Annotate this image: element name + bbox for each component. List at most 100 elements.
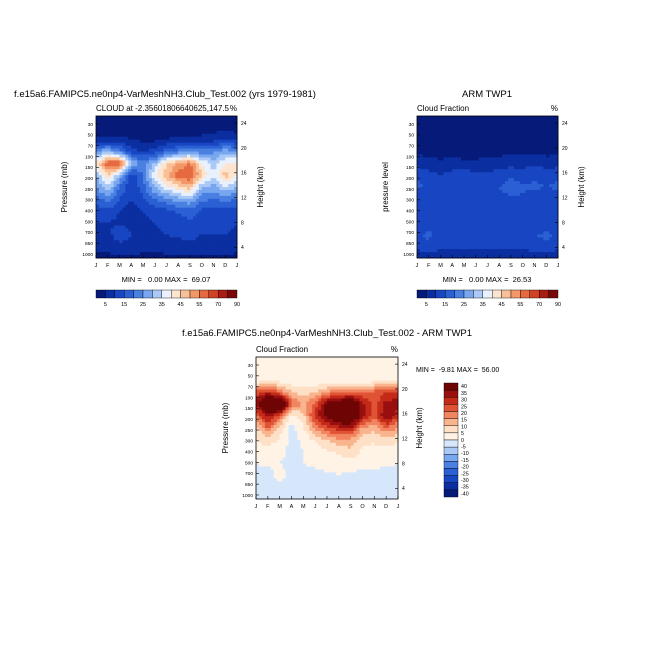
heatmap-cell: [104, 240, 109, 244]
heatmap-cell: [472, 121, 477, 126]
heatmap-cell: [210, 189, 214, 194]
heatmap-cell: [134, 228, 138, 232]
heatmap-cell: [119, 225, 123, 229]
heatmap-cell: [148, 228, 153, 232]
heatmap-cell: [338, 359, 343, 364]
heatmap-cell: [446, 210, 450, 215]
heatmap-cell: [213, 169, 217, 173]
heatmap-cell: [505, 130, 509, 135]
heatmap-cell: [192, 213, 197, 217]
heatmap-cell: [154, 255, 159, 259]
heatmap-cell: [210, 142, 214, 146]
heatmap-cell: [446, 234, 450, 238]
heatmap-cell: [192, 142, 197, 146]
heatmap-cell: [543, 249, 547, 253]
heatmap-cell: [107, 234, 112, 238]
heatmap-cell: [190, 219, 194, 223]
heatmap-cell: [300, 362, 304, 367]
heatmap-cell: [449, 222, 453, 226]
heatmap-cell: [475, 201, 480, 206]
heatmap-cell: [119, 243, 123, 247]
heatmap-cell: [522, 175, 527, 179]
heatmap-cell: [172, 154, 176, 158]
heatmap-cell: [481, 213, 485, 217]
heatmap-cell: [187, 222, 191, 226]
heatmap-cell: [478, 198, 483, 203]
heatmap-cell: [178, 255, 182, 259]
heatmap-cell: [169, 166, 173, 170]
heatmap-cell: [279, 359, 284, 364]
heatmap-cell: [285, 359, 289, 364]
heatmap-cell: [552, 175, 556, 179]
heatmap-cell: [449, 133, 453, 138]
heatmap-cell: [231, 160, 235, 164]
heatmap-cell: [140, 219, 144, 223]
heatmap-cell: [443, 213, 447, 217]
heatmap-cell: [163, 246, 167, 250]
heatmap-cell: [175, 118, 179, 123]
heatmap-cell: [461, 184, 465, 188]
heatmap-cell: [449, 246, 453, 250]
heatmap-cell: [204, 187, 209, 191]
heatmap-cell: [505, 139, 509, 144]
heatmap-cell: [555, 246, 559, 250]
heatmap-cell: [490, 198, 494, 203]
heatmap-cell: [481, 207, 485, 212]
heatmap-cell: [187, 121, 191, 126]
heatmap-cell: [534, 192, 538, 197]
heatmap-cell: [225, 139, 229, 144]
heatmap-cell: [434, 192, 438, 197]
x-tick-label: M: [438, 263, 443, 269]
heatmap-cell: [419, 216, 424, 220]
heatmap-cell: [119, 192, 123, 197]
heatmap-cell: [490, 130, 494, 135]
heatmap-cell: [440, 192, 444, 197]
heatmap-cell: [478, 192, 483, 197]
heatmap-cell: [422, 192, 427, 197]
heatmap-cell: [455, 172, 459, 176]
heatmap-cell: [279, 365, 284, 370]
heatmap-cell: [440, 201, 444, 206]
heatmap-cell: [172, 187, 176, 191]
heatmap-cell: [516, 237, 521, 241]
heatmap-cell: [484, 130, 488, 135]
heatmap-cell: [496, 249, 500, 253]
heatmap-cell: [204, 169, 209, 173]
heatmap-cell: [531, 154, 535, 158]
heatmap-cell: [113, 213, 117, 217]
heatmap-cell: [140, 139, 144, 144]
heatmap-cell: [546, 195, 550, 200]
heatmap-cell: [531, 166, 535, 170]
heatmap-cell: [225, 222, 229, 226]
heatmap-cell: [143, 255, 147, 259]
heatmap-cell: [178, 145, 182, 149]
heatmap-cell: [440, 234, 444, 238]
heatmap-cell: [231, 231, 235, 235]
heatmap-cell: [422, 118, 427, 123]
heatmap-cell: [528, 133, 532, 138]
heatmap-cell: [101, 118, 106, 123]
heatmap-cell: [96, 192, 100, 197]
heatmap-cell: [534, 154, 538, 158]
heatmap-cell: [543, 178, 547, 182]
heatmap-cell: [443, 187, 447, 191]
heatmap-cell: [425, 127, 430, 132]
heatmap-cell: [219, 216, 223, 220]
heatmap-cell: [234, 255, 238, 259]
heatmap-cell: [222, 178, 226, 182]
heatmap-cell: [537, 231, 541, 235]
heatmap-cell: [225, 178, 229, 182]
heatmap-cell: [195, 130, 200, 135]
heatmap-cell: [431, 255, 436, 259]
heatmap-cell: [231, 151, 235, 155]
heatmap-cell: [122, 166, 126, 170]
heatmap-cell: [128, 231, 132, 235]
heatmap-cell: [464, 142, 468, 146]
heatmap-cell: [216, 178, 220, 182]
heatmap-cell: [204, 181, 209, 185]
heatmap-cell: [137, 133, 141, 138]
heatmap-cell: [508, 249, 512, 253]
heatmap-cell: [481, 192, 485, 197]
heatmap-cell: [531, 195, 535, 200]
heatmap-cell: [549, 204, 553, 209]
